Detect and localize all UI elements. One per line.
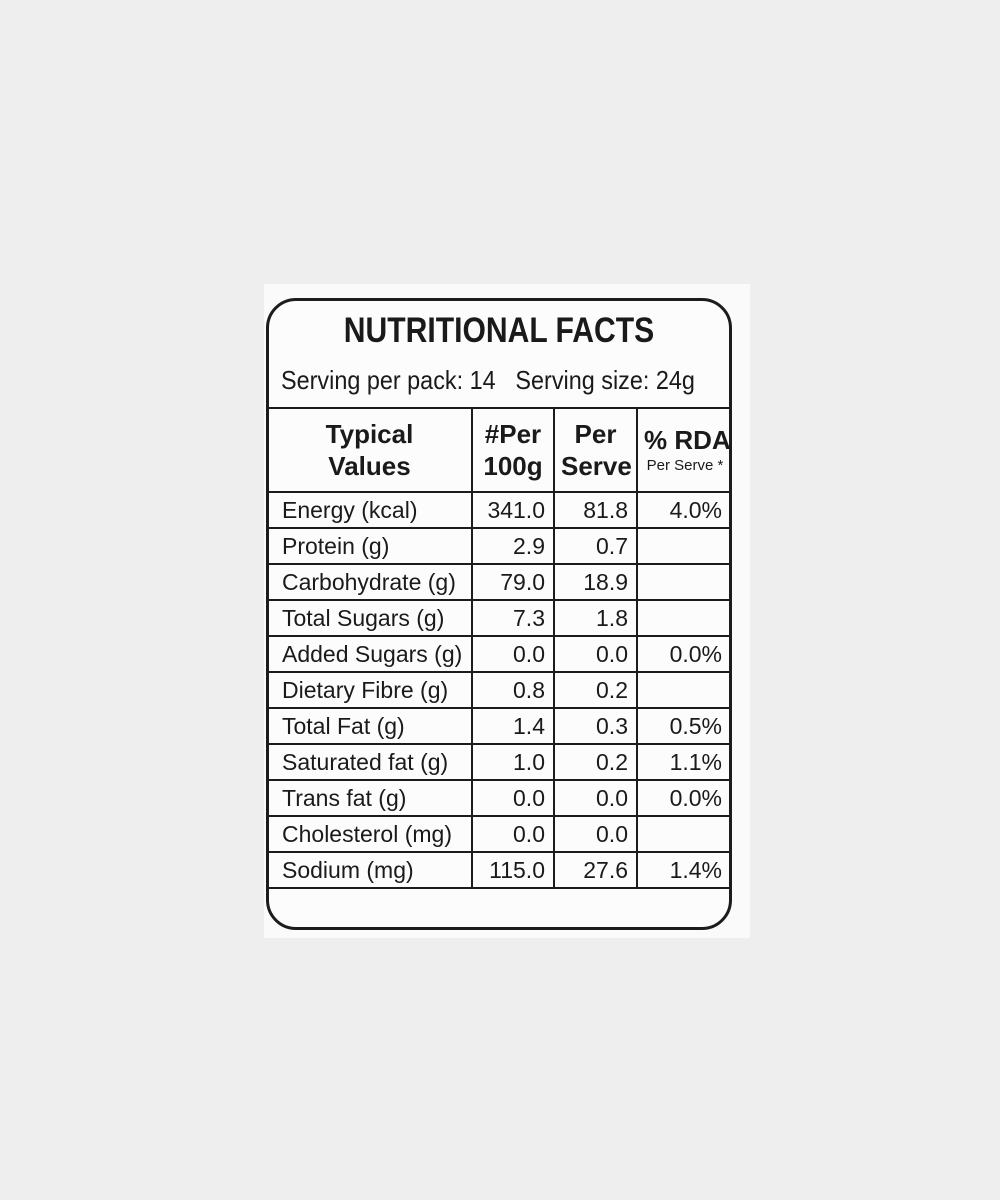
value-per-100g: 0.0: [471, 815, 555, 853]
value-per-100g: 115.0: [471, 851, 555, 889]
nutrient-name: Added Sugars (g): [269, 635, 473, 673]
nutrient-name: Saturated fat (g): [269, 743, 473, 781]
header-rda-line1: % RDA: [644, 425, 731, 455]
value-rda: [636, 815, 729, 853]
nutrient-name: Total Sugars (g): [269, 599, 473, 637]
header-typical-values: Typical Values: [269, 407, 473, 493]
label-title: NUTRITIONAL FACTS: [343, 311, 655, 350]
header-typical-line1: Typical: [325, 419, 414, 449]
header-per-serve: Per Serve: [553, 407, 638, 493]
value-per-serve: 0.0: [553, 815, 638, 853]
table-row: Sodium (mg) 115.0 27.6 1.4%: [269, 851, 729, 889]
value-per-100g: 1.4: [471, 707, 555, 745]
header-perserve-line1: Per: [574, 419, 617, 449]
table-row: Saturated fat (g) 1.0 0.2 1.1%: [269, 743, 729, 781]
value-rda: 0.0%: [636, 635, 729, 673]
value-rda: 4.0%: [636, 491, 729, 529]
table-header-row: Typical Values #Per 100g Per Serve % RDA…: [269, 407, 731, 493]
nutrition-table: Typical Values #Per 100g Per Serve % RDA…: [269, 407, 731, 889]
header-per-100g: #Per 100g: [471, 407, 555, 493]
value-per-serve: 0.2: [553, 671, 638, 709]
nutrient-name: Trans fat (g): [269, 779, 473, 817]
value-per-100g: 7.3: [471, 599, 555, 637]
serving-per-pack: Serving per pack: 14: [281, 365, 496, 395]
value-per-100g: 0.0: [471, 779, 555, 817]
nutrient-name: Cholesterol (mg): [269, 815, 473, 853]
value-rda: 0.0%: [636, 779, 729, 817]
nutrient-name: Dietary Fibre (g): [269, 671, 473, 709]
value-per-serve: 0.0: [553, 779, 638, 817]
table-row: Energy (kcal) 341.0 81.8 4.0%: [269, 491, 729, 529]
nutrient-name: Carbohydrate (g): [269, 563, 473, 601]
value-rda: [636, 671, 729, 709]
nutrient-name: Energy (kcal): [269, 491, 473, 529]
value-per-serve: 0.3: [553, 707, 638, 745]
value-per-serve: 0.0: [553, 635, 638, 673]
header-per100-line2: 100g: [483, 451, 543, 481]
table-row: Dietary Fibre (g) 0.8 0.2: [269, 671, 729, 709]
value-per-serve: 27.6: [553, 851, 638, 889]
value-per-100g: 0.0: [471, 635, 555, 673]
value-per-serve: 0.2: [553, 743, 638, 781]
value-per-serve: 1.8: [553, 599, 638, 637]
serving-info: Serving per pack: 14 Serving size: 24g: [281, 365, 695, 396]
value-per-100g: 1.0: [471, 743, 555, 781]
table-row: Total Sugars (g) 7.3 1.8: [269, 599, 729, 637]
header-rda: % RDA Per Serve *: [636, 407, 731, 493]
value-rda: 0.5%: [636, 707, 729, 745]
value-rda: [636, 563, 729, 601]
nutrient-name: Protein (g): [269, 527, 473, 565]
table-row: Added Sugars (g) 0.0 0.0 0.0%: [269, 635, 729, 673]
table-row: Carbohydrate (g) 79.0 18.9: [269, 563, 729, 601]
value-rda: [636, 599, 729, 637]
header-perserve-line2: Serve: [561, 451, 632, 481]
value-per-100g: 79.0: [471, 563, 555, 601]
table-row: Total Fat (g) 1.4 0.3 0.5%: [269, 707, 729, 745]
nutrient-name: Total Fat (g): [269, 707, 473, 745]
value-per-100g: 341.0: [471, 491, 555, 529]
value-per-serve: 81.8: [553, 491, 638, 529]
nutrition-label: NUTRITIONAL FACTS Serving per pack: 14 Se…: [266, 298, 732, 930]
value-rda: 1.1%: [636, 743, 729, 781]
value-rda: 1.4%: [636, 851, 729, 889]
value-rda: [636, 527, 729, 565]
serving-size: Serving size: 24g: [515, 365, 695, 395]
value-per-100g: 0.8: [471, 671, 555, 709]
value-per-serve: 0.7: [553, 527, 638, 565]
value-per-serve: 18.9: [553, 563, 638, 601]
value-per-100g: 2.9: [471, 527, 555, 565]
header-rda-line2: Per Serve *: [646, 457, 724, 474]
nutrient-name: Sodium (mg): [269, 851, 473, 889]
table-row: Trans fat (g) 0.0 0.0 0.0%: [269, 779, 729, 817]
table-row: Cholesterol (mg) 0.0 0.0: [269, 815, 729, 853]
header-per100-line1: #Per: [484, 419, 542, 449]
table-row: Protein (g) 2.9 0.7: [269, 527, 729, 565]
header-typical-line2: Values: [328, 451, 411, 481]
